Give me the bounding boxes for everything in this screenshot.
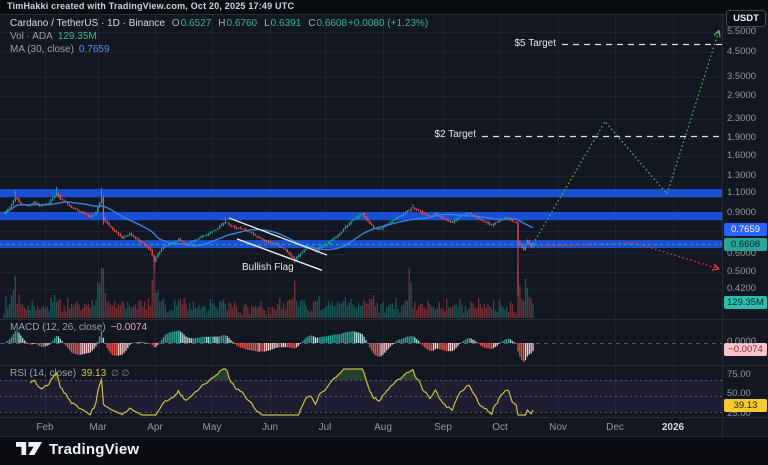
legend-ma-row: MA (30, close) 0.7659: [10, 43, 428, 56]
price-target-label: $2 Target: [434, 129, 476, 140]
price-tick-label: 4.5000: [727, 46, 757, 57]
ma-label: MA (30, close): [10, 44, 74, 55]
rsi-tick-label: 50.00: [727, 388, 751, 399]
brand-name: TradingView: [49, 440, 140, 458]
macd-zero-tick: 0.0000: [727, 336, 757, 347]
last-price-chip: 0.6608: [724, 238, 767, 251]
time-axis-label: Jun: [261, 422, 279, 433]
low-value: 0.6391: [270, 18, 302, 29]
footer-branding[interactable]: TradingView: [16, 440, 139, 458]
macd-value: −0.0074: [110, 322, 148, 333]
rsi-value: 39.13: [81, 368, 107, 379]
open-value: 0.6527: [180, 18, 212, 29]
low-label: L: [264, 18, 270, 29]
volume-value: 129.35M: [57, 31, 97, 42]
macd-pane-label: MACD (12, 26, close) −0.0074: [10, 322, 147, 333]
rsi-pane-label: RSI (14, close) 39.13 ∅ ∅: [10, 368, 129, 379]
rsi-tick-label: 25.00: [727, 408, 751, 419]
price-tick-label: 5.5000: [727, 26, 757, 37]
price-tick-label: 0.4200: [727, 283, 757, 294]
price-tick-label: 2.9000: [727, 90, 757, 101]
time-axis-label: Jul: [318, 422, 332, 433]
price-tick-label: 2.3000: [727, 113, 757, 124]
price-tick-label: 0.5000: [727, 266, 757, 277]
time-axis-label: Feb: [36, 422, 54, 433]
time-axis-label: Sep: [434, 422, 452, 433]
change-value: +0.0080 (+1.23%): [348, 18, 429, 29]
open-label: O: [171, 18, 180, 29]
time-axis-label: Aug: [374, 422, 392, 433]
watermark-attribution: TimHakki created with TradingView.com, O…: [7, 1, 295, 11]
time-axis-label: Dec: [606, 422, 624, 433]
time-axis-label: Apr: [147, 422, 163, 433]
time-axis-label: Nov: [549, 422, 567, 433]
price-tick-label: 1.3000: [727, 170, 757, 181]
close-value: 0.6608: [316, 18, 348, 29]
bullish-flag-label: Bullish Flag: [242, 262, 294, 273]
ma-value: 0.7659: [78, 44, 110, 55]
price-tick-label: 1.9000: [727, 132, 757, 143]
price-tick-label: 1.1000: [727, 187, 757, 198]
rsi-label[interactable]: RSI (14, close): [10, 368, 77, 379]
time-axis-label: Mar: [89, 422, 107, 433]
legend-volume-row: Vol · ADA 129.35M: [10, 30, 428, 43]
rsi-tick-label: 75.00: [727, 369, 751, 380]
price-tick-label: 3.5000: [727, 71, 757, 82]
ma-price-chip: 0.7659: [724, 223, 767, 236]
time-axis-label: Oct: [492, 422, 508, 433]
volume-label: Vol · ADA: [10, 31, 53, 42]
high-value: 0.6760: [226, 18, 258, 29]
price-tick-label: 0.9000: [727, 207, 757, 218]
legend-symbol-row: Cardano / TetherUS · 1D · Binance O0.6527…: [10, 17, 428, 30]
price-target-label: $5 Target: [514, 38, 556, 49]
high-label: H: [218, 18, 226, 29]
time-axis-label: May: [202, 422, 222, 433]
symbol-title[interactable]: Cardano / TetherUS · 1D · Binance: [10, 18, 165, 29]
volume-chip: 129.35M: [724, 296, 767, 309]
currency-toggle-button[interactable]: USDT: [726, 10, 766, 27]
price-tick-label: 0.6000: [727, 248, 757, 259]
price-tick-label: 1.6000: [727, 150, 757, 161]
time-axis-label: 2026: [661, 422, 685, 433]
rsi-value-chip: 39.13: [724, 399, 767, 412]
rsi-smoothing-placeholders: ∅ ∅: [111, 368, 130, 378]
macd-value-chip: −0.0074: [724, 343, 767, 356]
tradingview-logo-icon: [16, 442, 42, 455]
close-label: C: [308, 18, 316, 29]
macd-label[interactable]: MACD (12, 26, close): [10, 322, 106, 333]
chart-legend: Cardano / TetherUS · 1D · Binance O0.6527…: [10, 17, 428, 56]
